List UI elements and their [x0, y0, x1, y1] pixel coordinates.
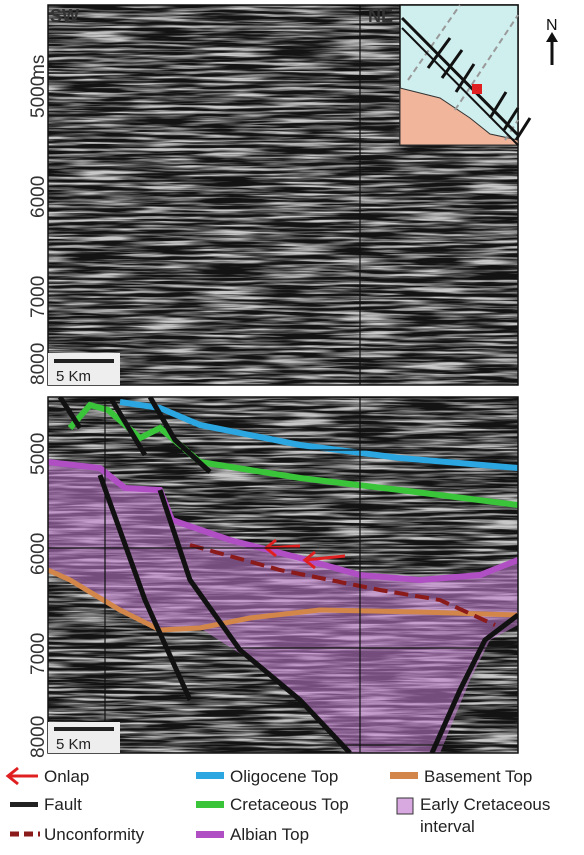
legend: Onlap Oligocene Top Basement Top Fault C…: [5, 766, 550, 844]
depth-label: 6000: [28, 533, 49, 575]
legend-label: Basement Top: [424, 767, 532, 786]
sw-label: SW: [50, 6, 79, 26]
legend-label: Unconformity: [44, 825, 145, 844]
depth-label: 7000: [28, 276, 49, 318]
ne-label: NE: [368, 6, 393, 26]
depth-label: 8000: [28, 343, 49, 385]
legend-label: Early Cretaceous: [420, 795, 550, 814]
legend-label: Onlap: [44, 767, 89, 786]
depth-label: 8000: [28, 716, 49, 758]
depth-label: 5000: [28, 76, 49, 118]
legend-label: Oligocene Top: [230, 767, 338, 786]
depth-label: 7000: [28, 633, 49, 675]
depth-label: 5000: [28, 433, 49, 475]
legend-label: Cretaceous Top: [230, 795, 349, 814]
north-label: N: [546, 17, 558, 34]
legend-label: Albian Top: [230, 825, 309, 844]
legend-label: interval: [420, 817, 475, 836]
legend-label: Fault: [44, 795, 82, 814]
bottom-panel: 5000 6000 7000 8000 5 Km: [28, 396, 519, 758]
unit-label: ms: [28, 55, 49, 80]
depth-label: 6000: [28, 176, 49, 218]
scale-bar: 5 Km: [56, 736, 91, 753]
inset-map: N: [399, 4, 558, 146]
scale-bar: 5 Km: [56, 368, 91, 385]
top-panel: SW NE ms 5000 6000 7000 8000 5 Km N: [28, 4, 558, 386]
